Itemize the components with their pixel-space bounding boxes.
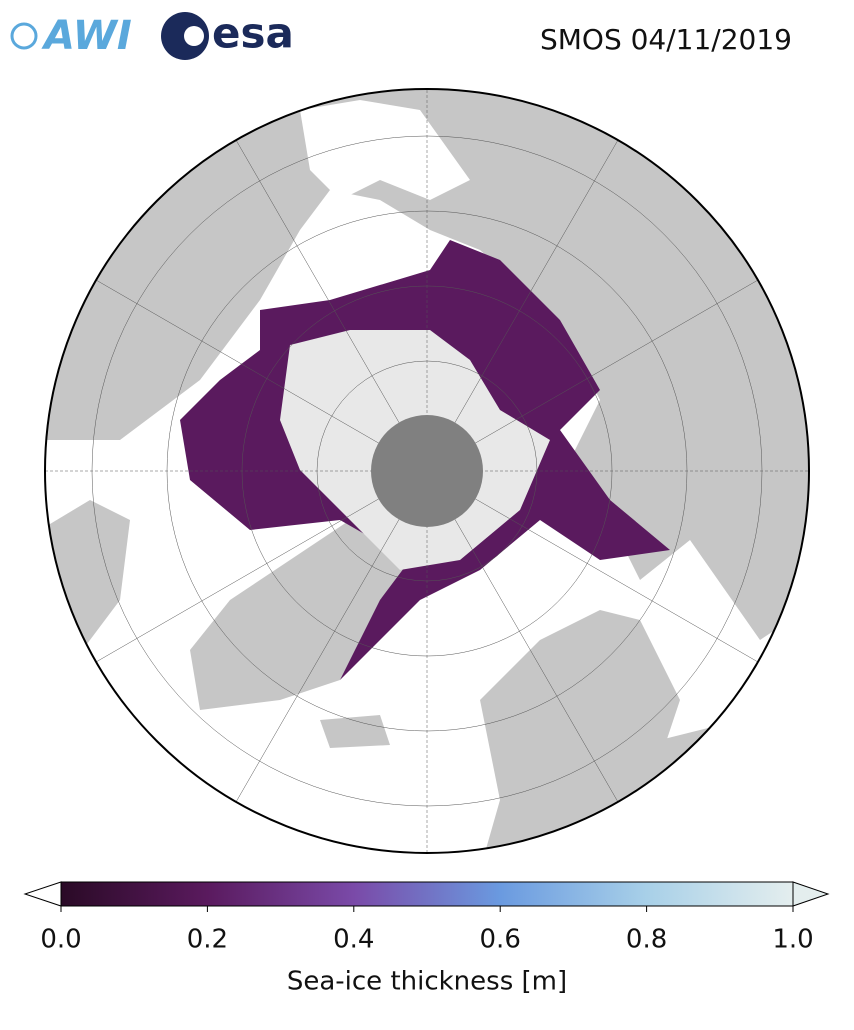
title: SMOS 04/11/2019 [540, 23, 792, 56]
tick-label: 0.0 [40, 925, 81, 955]
logo-text: AWI [41, 13, 132, 59]
land-greenland [190, 520, 410, 710]
colorbar-label: Sea-ice thickness [m] [287, 967, 567, 997]
logo-text: esa [212, 9, 294, 58]
tick-label: 0.4 [333, 925, 374, 955]
colorbar-extend-high [792, 881, 830, 907]
ocean [300, 100, 470, 200]
esa-logo: esa [161, 9, 294, 60]
colorbar-body [60, 881, 794, 907]
tick-label: 0.2 [187, 925, 228, 955]
land-eurasia-canada [45, 89, 809, 640]
colorbar [23, 881, 830, 912]
tick-label: 0.6 [480, 925, 521, 955]
tick-label: 1.0 [772, 925, 813, 955]
tick-label: 0.8 [626, 925, 667, 955]
awi-logo: AWI [10, 13, 132, 59]
map [45, 89, 809, 853]
pole-hole [371, 415, 483, 527]
land-iceland [320, 715, 390, 748]
colorbar-extend-low [23, 881, 62, 907]
map-border [44, 88, 810, 854]
